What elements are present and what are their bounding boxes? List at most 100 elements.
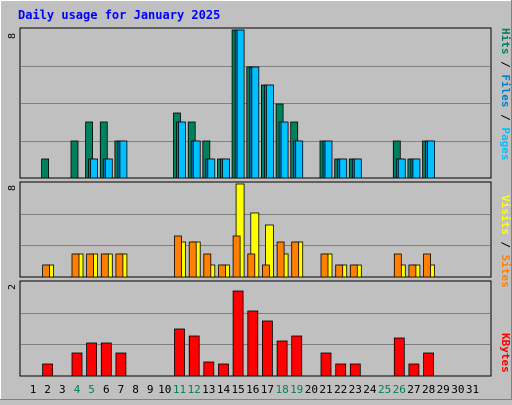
day-label-1: 1 [30, 383, 37, 396]
kbytes-bar-day-12 [188, 335, 200, 377]
pages-bar-day-18 [280, 121, 289, 179]
pages-bar-day-5 [90, 158, 98, 179]
pages-bar-day-15 [236, 29, 245, 179]
kbytes-bar-day-6 [100, 342, 112, 377]
day-label-14: 14 [217, 383, 231, 396]
day-label-31: 31 [466, 383, 479, 396]
day-label-10: 10 [158, 383, 171, 396]
day-label-7: 7 [118, 383, 125, 396]
day-label-2: 2 [44, 383, 51, 396]
day-label-27: 27 [407, 383, 420, 396]
day-label-row: 1 2 3 4 5 6 7 8 9 10 11 12 13 14 15 16 17 18 19 20 21 22 23 24 2… [30, 383, 479, 396]
day-label-15: 15 [231, 383, 244, 396]
legend-kbytes: KBytes [499, 333, 512, 373]
kbytes-bar-day-4 [71, 352, 83, 377]
kbytes-bar-day-16 [247, 310, 259, 377]
kbytes-bar-day-28 [423, 352, 435, 377]
sites-bar-day-19 [291, 241, 300, 278]
kbytes-bar-day-7 [115, 352, 127, 377]
kbytes-bar-day-14 [218, 363, 229, 377]
sites-bar-day-23 [349, 264, 358, 278]
sites-bar-day-5 [86, 253, 94, 278]
pages-bar-day-26 [397, 158, 406, 179]
day-label-26: 26 [393, 383, 406, 396]
pages-bar-day-16 [251, 66, 260, 179]
legend-sep-1: / [499, 61, 512, 68]
day-label-28: 28 [422, 383, 435, 396]
day-label-9: 9 [147, 383, 154, 396]
day-label-16: 16 [246, 383, 259, 396]
day-label-22: 22 [334, 383, 347, 396]
hits-ymax-label: 8 [7, 33, 18, 39]
legend-sites: Sites [499, 255, 512, 288]
pages-bar-day-13 [207, 158, 216, 179]
legend-sep-2: / [499, 114, 512, 121]
kbytes-bar-day-23 [349, 363, 361, 377]
kbytes-bar-day-21 [320, 352, 332, 377]
sites-bar-day-4 [71, 253, 80, 278]
day-label-12: 12 [188, 383, 201, 396]
day-label-23: 23 [349, 383, 362, 396]
day-label-29: 29 [437, 383, 450, 396]
kbytes-bar-day-5 [86, 342, 97, 377]
sites-bar-day-18 [276, 241, 285, 278]
pages-bar-day-21 [324, 140, 333, 179]
day-label-8: 8 [132, 383, 139, 396]
kbytes-bar-day-2 [42, 363, 53, 377]
legend-visits: Visits [499, 195, 512, 235]
legend-sep-3: / [499, 241, 512, 248]
sites-bar-day-7 [115, 253, 124, 278]
pages-bar-day-28 [427, 140, 436, 179]
sites-bar-day-16 [247, 253, 256, 278]
hits-legend: Hits / Files / Pages [499, 28, 512, 161]
day-label-30: 30 [451, 383, 464, 396]
pages-bar-day-6 [104, 158, 113, 179]
sites-bar-day-28 [423, 253, 432, 278]
visits-legend: Visits / Sites [499, 195, 512, 288]
kbytes-bar-day-22 [335, 363, 347, 377]
pages-bar-day-11 [178, 121, 186, 179]
day-label-17: 17 [261, 383, 274, 396]
sites-bar-day-6 [100, 253, 109, 278]
sites-bar-day-15 [232, 235, 241, 278]
kbytes-bar-day-26 [393, 337, 405, 377]
day-label-3: 3 [59, 383, 66, 396]
chart-title: Daily usage for January 2025 [18, 8, 220, 22]
kbytes-bar-day-18 [276, 340, 288, 377]
pages-bar-day-17 [265, 84, 274, 179]
sites-bar-day-11 [174, 235, 182, 278]
pages-bar-day-27 [412, 158, 421, 179]
day-label-21: 21 [319, 383, 332, 396]
pages-bar-day-19 [295, 140, 304, 179]
pages-bar-day-7 [119, 140, 128, 179]
legend-hits: Hits [499, 28, 512, 55]
pages-bar-day-14 [222, 158, 230, 179]
pages-bar-day-22 [339, 158, 348, 179]
sites-bar-day-26 [393, 253, 402, 278]
day-label-5: 5 [88, 383, 95, 396]
day-label-13: 13 [202, 383, 215, 396]
day-label-18: 18 [275, 383, 288, 396]
pages-bar-day-23 [353, 158, 362, 179]
sites-bar-day-17 [261, 264, 270, 278]
kbytes-bar-day-27 [408, 363, 420, 377]
day-label-20: 20 [305, 383, 318, 396]
kbytes-bar-day-19 [291, 335, 303, 377]
day-label-6: 6 [103, 383, 110, 396]
day-label-4: 4 [74, 383, 81, 396]
kbytes-bar-day-13 [203, 361, 215, 377]
hits-bar-day-4 [70, 140, 79, 179]
sites-bar-day-27 [408, 264, 417, 278]
day-label-19: 19 [290, 383, 303, 396]
bar-layer [41, 29, 436, 377]
kbytes-bar-day-17 [261, 320, 273, 377]
day-label-25: 25 [378, 383, 391, 396]
sites-bar-day-2 [42, 264, 50, 278]
sites-bar-day-21 [320, 253, 329, 278]
pages-bar-day-12 [192, 140, 201, 179]
kbytes-bar-day-15 [232, 290, 244, 377]
visits-ymax-label: 8 [7, 185, 18, 191]
hits-bar-day-2 [41, 158, 49, 179]
sites-bar-day-13 [203, 253, 212, 278]
